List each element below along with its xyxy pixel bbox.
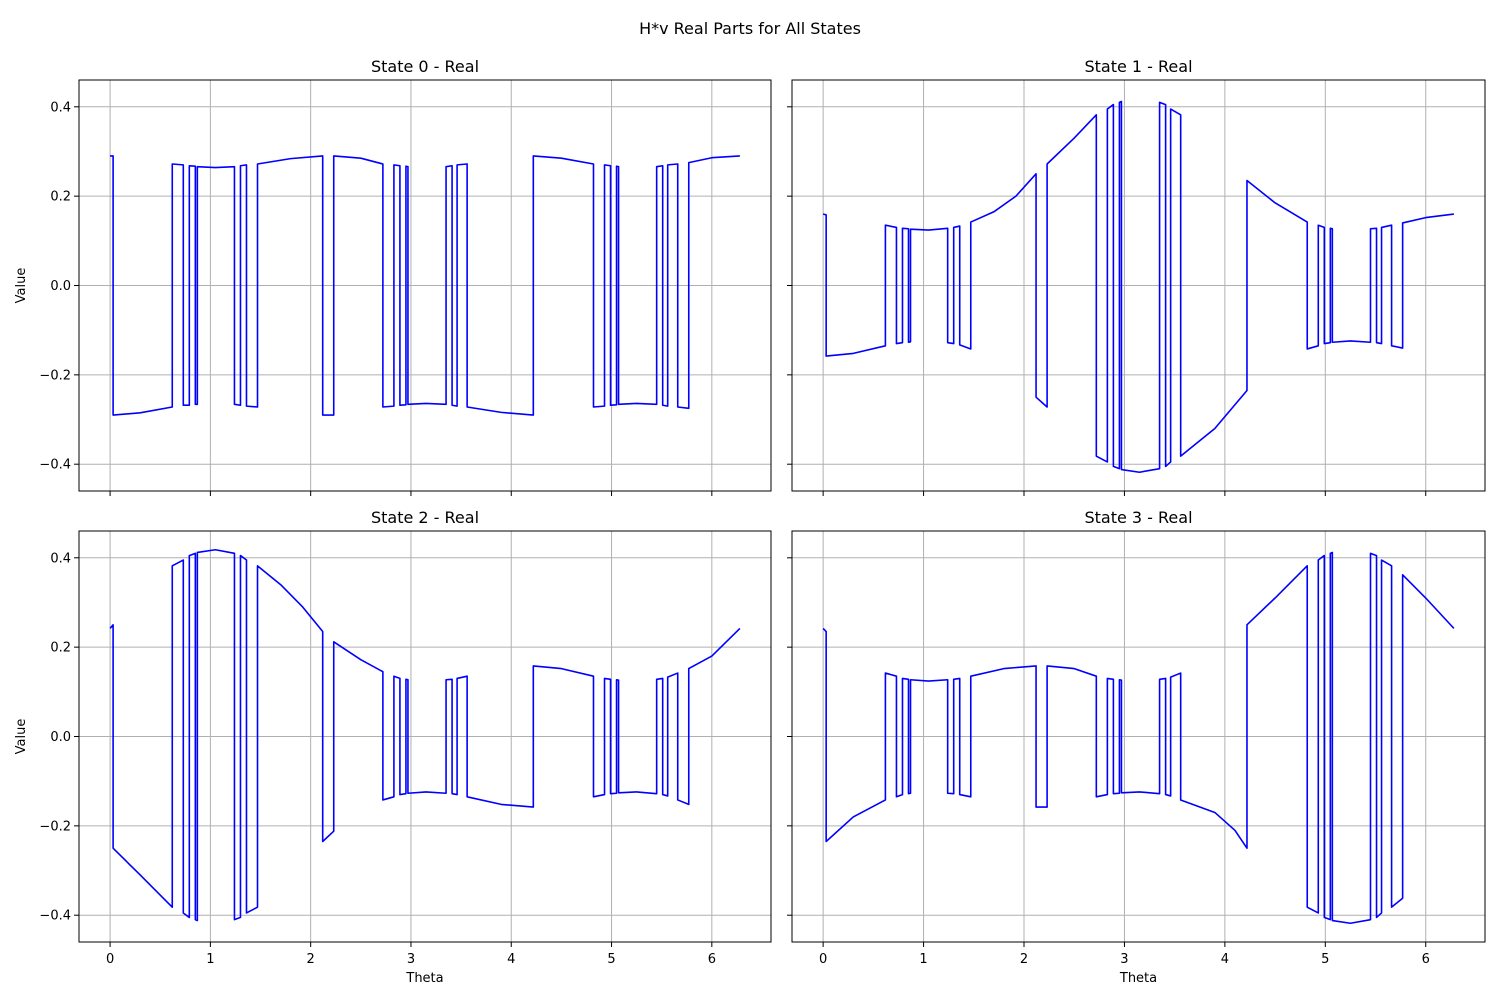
- y-axis-label: Value: [14, 719, 29, 755]
- x-tick-label: 2: [1020, 952, 1028, 967]
- subplot-title: State 3 - Real: [1084, 508, 1192, 527]
- y-tick-label: −0.4: [39, 909, 71, 924]
- x-tick-label: 5: [607, 952, 615, 967]
- y-tick-label: 0.0: [50, 279, 71, 294]
- x-tick-label: 0: [106, 952, 114, 967]
- x-tick-label: 6: [708, 952, 716, 967]
- x-axis-label: Theta: [1119, 971, 1157, 986]
- series-line-0: [822, 551, 1455, 925]
- x-tick-label: 4: [1221, 952, 1229, 967]
- subplot-title: State 0 - Real: [371, 57, 479, 76]
- y-tick-label: 0.4: [50, 551, 71, 566]
- x-tick-label: 4: [507, 952, 515, 967]
- subplot-3: 0 1 2 3 4 5 6 State 3 - Real Theta: [787, 508, 1486, 986]
- subplot-title: State 1 - Real: [1084, 57, 1192, 76]
- subplot-title: State 2 - Real: [371, 508, 479, 527]
- x-tick-label: 1: [919, 952, 927, 967]
- subplot-2: 0 1 2 3 4 5 6 −0.4 −0.2 0.0 0.2 0.4 State 2 - Real Th…: [14, 508, 772, 986]
- x-tick-label: 2: [307, 952, 315, 967]
- x-tick-label: 5: [1321, 952, 1329, 967]
- series-line-0: [822, 100, 1454, 474]
- y-tick-label: −0.4: [39, 458, 71, 473]
- series-line-0: [110, 155, 740, 416]
- y-tick-label: 0.2: [50, 190, 71, 205]
- x-tick-label: 3: [407, 952, 415, 967]
- y-tick-label: −0.2: [39, 368, 71, 383]
- subplot-1: State 1 - Real: [787, 57, 1486, 496]
- x-tick-label: 1: [206, 952, 214, 967]
- y-tick-label: 0.2: [50, 641, 71, 656]
- x-axis-label: Theta: [405, 971, 443, 986]
- x-tick-label: 3: [1120, 952, 1128, 967]
- x-tick-label: 0: [819, 952, 827, 967]
- y-tick-label: 0.0: [50, 730, 71, 745]
- subplot-0: −0.4 −0.2 0.0 0.2 0.4 State 0 - Real Value: [14, 57, 772, 496]
- y-tick-label: 0.4: [50, 100, 71, 115]
- x-tick-label: 6: [1422, 952, 1430, 967]
- series-line-0: [109, 548, 741, 922]
- y-tick-label: −0.2: [39, 819, 71, 834]
- figure-title: H*v Real Parts for All States: [639, 19, 861, 38]
- subplots: −0.4 −0.2 0.0 0.2 0.4 State 0 - Real Value Stat…: [14, 57, 1486, 986]
- y-axis-label: Value: [14, 268, 29, 304]
